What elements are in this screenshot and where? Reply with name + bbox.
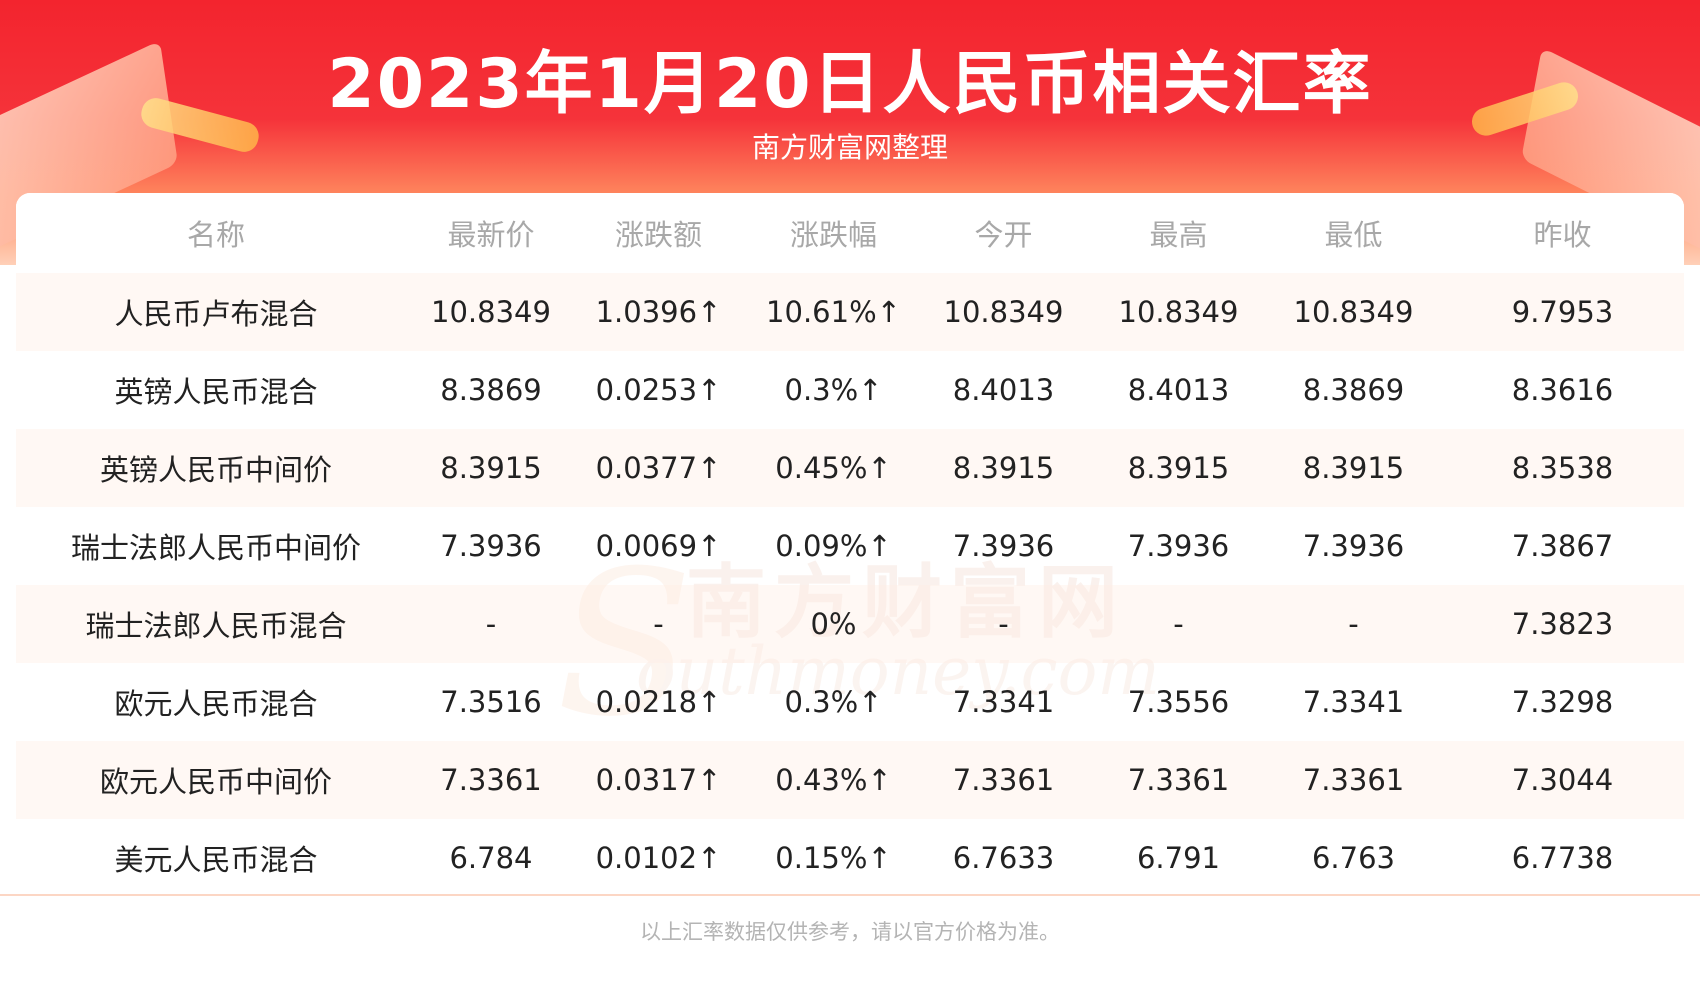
cell-high: 8.3915 — [1091, 429, 1266, 507]
cell-prev-close: 8.3538 — [1441, 429, 1684, 507]
cell-change-pct: 0.3%↑ — [751, 663, 916, 741]
column-header-high: 最高 — [1091, 193, 1266, 273]
cell-change: 0.0218↑ — [566, 663, 751, 741]
cell-name: 欧元人民币中间价 — [16, 741, 416, 819]
page-title: 2023年1月20日人民币相关汇率 — [327, 45, 1373, 124]
cell-high: 7.3936 — [1091, 507, 1266, 585]
cell-name: 欧元人民币混合 — [16, 663, 416, 741]
cell-open: 10.8349 — [916, 273, 1091, 351]
table-row: 欧元人民币混合 7.3516 0.0218↑ 0.3%↑ 7.3341 7.35… — [16, 663, 1684, 741]
cell-latest: 7.3361 — [416, 741, 566, 819]
table-row: 英镑人民币混合 8.3869 0.0253↑ 0.3%↑ 8.4013 8.40… — [16, 351, 1684, 429]
cell-name: 英镑人民币中间价 — [16, 429, 416, 507]
cell-high: 10.8349 — [1091, 273, 1266, 351]
column-header-low: 最低 — [1266, 193, 1441, 273]
cell-prev-close: 8.3616 — [1441, 351, 1684, 429]
table-row: 美元人民币混合 6.784 0.0102↑ 0.15%↑ 6.7633 6.79… — [16, 819, 1684, 893]
column-header-prev-close: 昨收 — [1441, 193, 1684, 273]
table-row: 瑞士法郎人民币中间价 7.3936 0.0069↑ 0.09%↑ 7.3936 … — [16, 507, 1684, 585]
cell-prev-close: 6.7738 — [1441, 819, 1684, 893]
cell-latest: 10.8349 — [416, 273, 566, 351]
cell-name: 瑞士法郎人民币混合 — [16, 585, 416, 663]
table-row: 人民币卢布混合 10.8349 1.0396↑ 10.61%↑ 10.8349 … — [16, 273, 1684, 351]
cell-change: 1.0396↑ — [566, 273, 751, 351]
cell-change-pct: 0.45%↑ — [751, 429, 916, 507]
cell-change: 0.0317↑ — [566, 741, 751, 819]
cell-low: 8.3915 — [1266, 429, 1441, 507]
cell-low: 7.3361 — [1266, 741, 1441, 819]
cell-latest: - — [416, 585, 566, 663]
footer-divider — [0, 894, 1700, 896]
disclaimer-text: 以上汇率数据仅供参考，请以官方价格为准。 — [640, 920, 1060, 944]
cell-prev-close: 7.3867 — [1441, 507, 1684, 585]
cell-change: 0.0377↑ — [566, 429, 751, 507]
column-header-latest: 最新价 — [416, 193, 566, 273]
cell-latest: 7.3936 — [416, 507, 566, 585]
cell-change-pct: 0.43%↑ — [751, 741, 916, 819]
cell-change: 0.0102↑ — [566, 819, 751, 893]
cell-change-pct: 0% — [751, 585, 916, 663]
column-header-change-pct: 涨跌幅 — [751, 193, 916, 273]
cell-name: 英镑人民币混合 — [16, 351, 416, 429]
cell-prev-close: 7.3044 — [1441, 741, 1684, 819]
cell-open: - — [916, 585, 1091, 663]
cell-change: 0.0069↑ — [566, 507, 751, 585]
cell-change: 0.0253↑ — [566, 351, 751, 429]
cell-change: - — [566, 585, 751, 663]
table-row: 瑞士法郎人民币混合 - - 0% - - - 7.3823 — [16, 585, 1684, 663]
cell-low: 7.3341 — [1266, 663, 1441, 741]
table-header-row: 名称 最新价 涨跌额 涨跌幅 今开 最高 最低 昨收 — [16, 193, 1684, 273]
cell-change-pct: 10.61%↑ — [751, 273, 916, 351]
cell-high: 6.791 — [1091, 819, 1266, 893]
cell-latest: 6.784 — [416, 819, 566, 893]
cell-open: 7.3361 — [916, 741, 1091, 819]
cell-prev-close: 7.3298 — [1441, 663, 1684, 741]
cell-high: 7.3556 — [1091, 663, 1266, 741]
column-header-name: 名称 — [16, 193, 416, 273]
cell-latest: 8.3869 — [416, 351, 566, 429]
cell-name: 人民币卢布混合 — [16, 273, 416, 351]
cell-name: 瑞士法郎人民币中间价 — [16, 507, 416, 585]
column-header-open: 今开 — [916, 193, 1091, 273]
cell-open: 8.4013 — [916, 351, 1091, 429]
exchange-rate-table: 名称 最新价 涨跌额 涨跌幅 今开 最高 最低 昨收 人民币卢布混合 10.83… — [16, 193, 1684, 893]
cell-open: 7.3341 — [916, 663, 1091, 741]
cell-prev-close: 9.7953 — [1441, 273, 1684, 351]
cell-prev-close: 7.3823 — [1441, 585, 1684, 663]
cell-low: 8.3869 — [1266, 351, 1441, 429]
cell-name: 美元人民币混合 — [16, 819, 416, 893]
cell-latest: 8.3915 — [416, 429, 566, 507]
table-row: 欧元人民币中间价 7.3361 0.0317↑ 0.43%↑ 7.3361 7.… — [16, 741, 1684, 819]
cell-change-pct: 0.09%↑ — [751, 507, 916, 585]
cell-high: - — [1091, 585, 1266, 663]
rates-card: S 南方财富网 outhmoney.com 名称 最新价 涨跌额 涨跌幅 今开 … — [16, 193, 1684, 893]
cell-low: 10.8349 — [1266, 273, 1441, 351]
cell-latest: 7.3516 — [416, 663, 566, 741]
cell-low: - — [1266, 585, 1441, 663]
page-subtitle: 南方财富网整理 — [751, 131, 948, 164]
cell-change-pct: 0.3%↑ — [751, 351, 916, 429]
table-row: 英镑人民币中间价 8.3915 0.0377↑ 0.45%↑ 8.3915 8.… — [16, 429, 1684, 507]
cell-open: 8.3915 — [916, 429, 1091, 507]
cell-open: 6.7633 — [916, 819, 1091, 893]
cell-change-pct: 0.15%↑ — [751, 819, 916, 893]
cell-low: 6.763 — [1266, 819, 1441, 893]
column-header-change: 涨跌额 — [566, 193, 751, 273]
cell-low: 7.3936 — [1266, 507, 1441, 585]
cell-high: 8.4013 — [1091, 351, 1266, 429]
cell-high: 7.3361 — [1091, 741, 1266, 819]
cell-open: 7.3936 — [916, 507, 1091, 585]
